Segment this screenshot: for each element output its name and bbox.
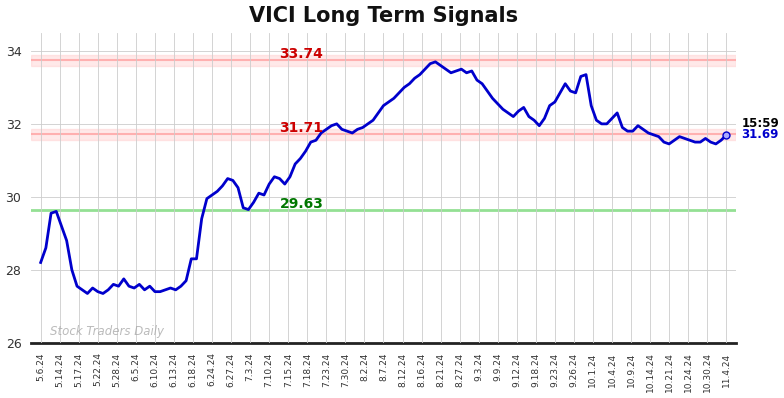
Text: 31.71: 31.71 <box>279 121 323 135</box>
Text: 33.74: 33.74 <box>279 47 323 61</box>
Text: 15:59: 15:59 <box>742 117 779 130</box>
Text: Stock Traders Daily: Stock Traders Daily <box>50 326 164 338</box>
Bar <box>31 129 735 140</box>
Title: VICI Long Term Signals: VICI Long Term Signals <box>249 6 518 25</box>
Text: 29.63: 29.63 <box>279 197 323 211</box>
Bar <box>31 55 735 66</box>
Text: 31.69: 31.69 <box>742 128 779 141</box>
